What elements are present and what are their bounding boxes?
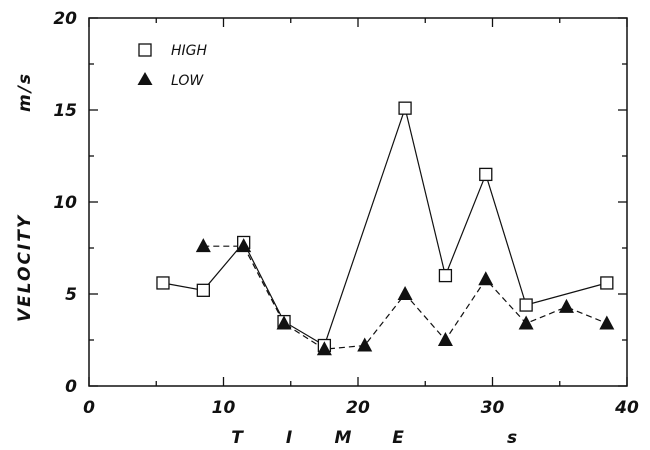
- x-tick-label: 40: [614, 398, 639, 418]
- y-axis-unit: m/s: [15, 72, 35, 112]
- low-point-marker: [599, 315, 615, 330]
- high-point-marker: [196, 283, 210, 297]
- x-axis-label-letter: T: [231, 428, 244, 448]
- y-tick-label: 5: [65, 285, 77, 305]
- series-layer: [156, 101, 615, 356]
- high-point-marker: [519, 298, 533, 312]
- x-tick-label: 0: [83, 398, 95, 418]
- low-point-marker: [437, 332, 453, 346]
- x-tick-label: 10: [212, 398, 236, 418]
- x-tick-labels: 0 10 20 30 40: [83, 398, 639, 418]
- y-tick-label: 0: [65, 377, 77, 397]
- high-point-marker: [398, 101, 412, 115]
- high-point-marker: [156, 276, 170, 290]
- low-point-marker: [397, 286, 413, 300]
- axis-ticks: [88, 17, 628, 387]
- y-tick-label: 10: [53, 193, 77, 213]
- plot-area-frame: [88, 17, 628, 387]
- high-point-marker: [479, 167, 493, 182]
- low-point-marker: [316, 341, 332, 356]
- low-point-marker: [236, 238, 252, 253]
- legend-high-label: HIGH: [171, 43, 208, 59]
- legend-low-marker: [137, 72, 153, 85]
- x-axis-label-letter: E: [392, 428, 404, 448]
- low-point-marker: [195, 238, 211, 253]
- low-point-marker: [478, 271, 494, 286]
- low-point-marker: [357, 337, 373, 352]
- legend: HIGH LOW: [137, 43, 208, 89]
- series-high-line: [162, 106, 607, 347]
- legend-low-label: LOW: [171, 73, 204, 89]
- x-axis-unit: s: [507, 428, 517, 448]
- y-axis-label: VELOCITY: [15, 214, 35, 322]
- x-tick-label: 20: [346, 398, 370, 418]
- y-tick-label: 15: [53, 101, 77, 121]
- low-point-marker: [558, 298, 574, 313]
- legend-high-marker: [138, 43, 152, 57]
- low-point-marker: [518, 315, 534, 330]
- x-tick-label: 30: [481, 398, 505, 418]
- y-tick-label: 20: [53, 9, 77, 29]
- high-point-marker: [600, 276, 614, 290]
- low-point-marker: [276, 315, 292, 330]
- high-point-marker: [438, 268, 453, 283]
- x-axis-label-letter: M: [335, 428, 352, 448]
- x-axis-label-letter: I: [286, 428, 292, 448]
- y-tick-labels: 0 5 10 15 20: [53, 9, 77, 397]
